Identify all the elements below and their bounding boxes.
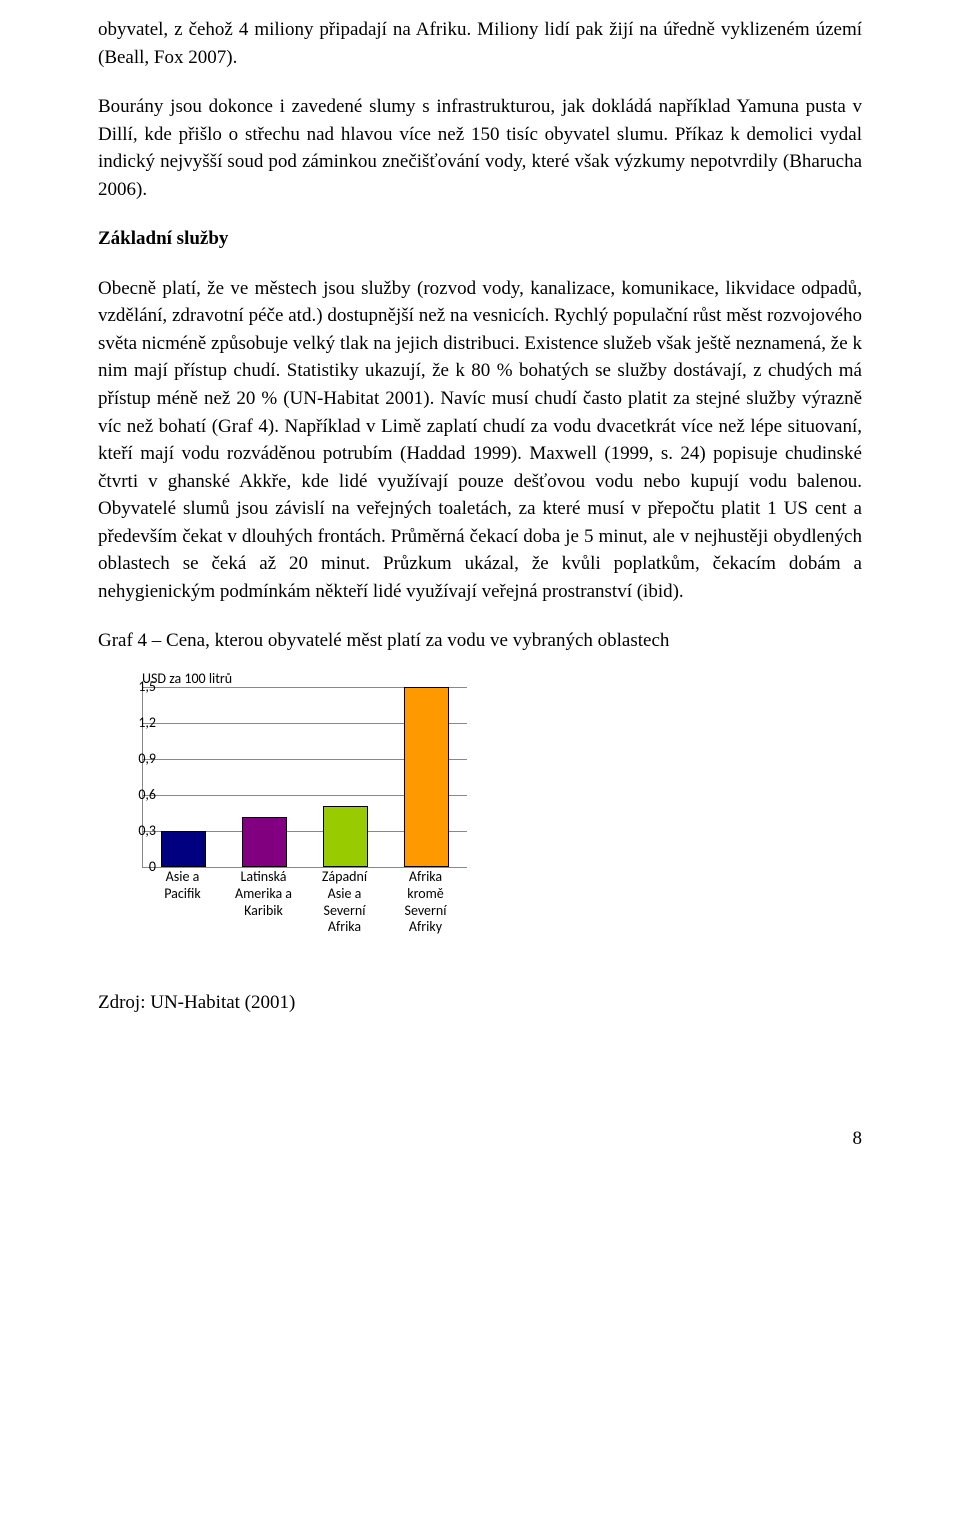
paragraph-1: obyvatel, z čehož 4 miliony připadají na… [98,16,862,71]
bar [323,806,368,867]
bar [404,687,449,867]
x-tick-label: Západní Asie a Severní Afrika [304,869,385,936]
x-axis-labels: Asie a PacifikLatinská Amerika a Karibik… [142,869,466,936]
paragraph-3: Obecně platí, že ve městech jsou služby … [98,275,862,606]
bar [161,831,206,867]
chart-container: USD za 100 litrů Asie a PacifikLatinská … [106,669,862,959]
graph-caption: Graf 4 – Cena, kterou obyvatelé měst pla… [98,627,862,655]
bar-chart: USD za 100 litrů Asie a PacifikLatinská … [106,669,486,959]
x-tick-label: Latinská Amerika a Karibik [223,869,304,936]
page-content: obyvatel, z čehož 4 miliony připadají na… [0,0,960,1085]
y-tick-label: 0 [126,857,156,877]
x-tick-label: Asie a Pacifik [142,869,223,936]
paragraph-2: Bourány jsou dokonce i zavedené slumy s … [98,93,862,203]
y-tick-label: 0,9 [126,749,156,769]
page-number: 8 [0,1125,960,1153]
chart-source-line: Zdroj: UN-Habitat (2001) [98,989,862,1017]
y-tick-label: 1,5 [126,677,156,697]
x-tick-label: Afrika kromě Severní Afriky [385,869,466,936]
y-tick-label: 1,2 [126,713,156,733]
plot-area [142,687,467,868]
bar [242,817,287,867]
y-tick-label: 0,3 [126,821,156,841]
section-heading-services: Základní služby [98,225,862,253]
y-tick-label: 0,6 [126,785,156,805]
